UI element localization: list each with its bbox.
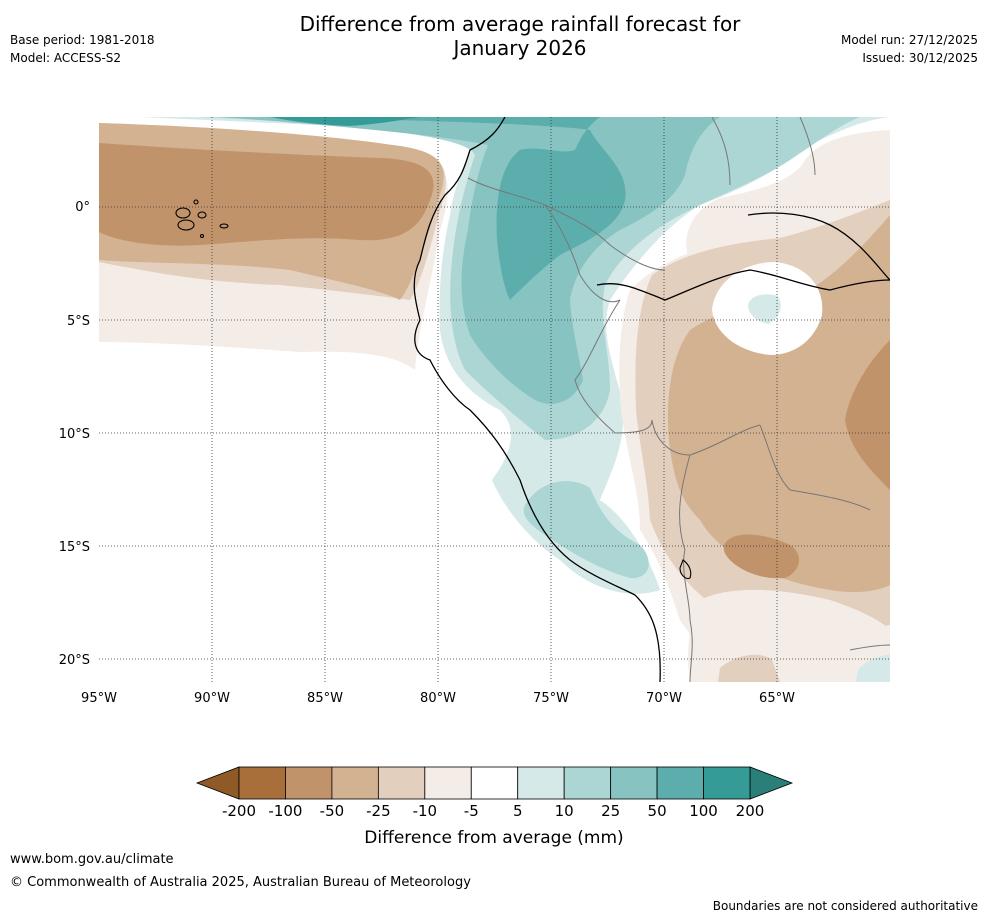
colorbar-cell [656,766,704,800]
border-chile-bolivia [689,619,693,682]
colorbar-tick-label: 10 [555,802,574,820]
wet-southeast-spot [856,655,890,682]
colorbar-tick-label: 100 [689,802,718,820]
lat-label: 20°S [59,653,90,668]
model-name: Model: ACCESS-S2 [10,51,122,65]
island-isabela-south [177,219,195,231]
border-ecuador-peru [544,204,621,303]
colorbar-cells [238,766,751,800]
amazon-main-river [596,269,890,301]
lon-label: 95°W [81,691,117,706]
border-colombia-ecuador-peru [467,177,666,271]
island-santa-cruz [197,211,207,219]
lat-label: 10°S [59,427,90,442]
title-line-1: Difference from average rainfall forecas… [299,12,741,36]
colorbar-cell [285,766,333,800]
galapagos-islands [175,199,229,239]
border-colombia-venezuela [711,117,731,186]
colorbar-cell [238,766,286,800]
colorbar-ticks: -200 -100 -50 -25 -10 -5 5 10 25 50 100 200 [222,802,764,820]
model-run: Model run: 27/12/2025 [840,33,978,47]
colorbar-tick-label: 200 [736,802,765,820]
page-title: Difference from average rainfall forecas… [250,12,790,60]
colorbar-cell [703,766,751,800]
footer-url: www.bom.gov.au/climate [10,852,174,867]
border-paraguay [849,644,890,651]
coastlines [413,117,890,682]
colorbar-tick-label: -200 [222,802,256,820]
legend: -200 -100 -50 -25 -10 -5 5 10 25 50 100 200 Differe… [195,766,794,848]
lon-label: 80°W [420,691,456,706]
wet-band-strong [260,117,626,300]
island-san-cristobal [219,223,229,229]
island-santiago [193,199,199,205]
dry-bolivia-core [723,534,800,579]
lon-label: 65°W [759,691,795,706]
border-bolivia-brazil-east [759,424,871,511]
colorbar-cell [424,766,472,800]
wet-spot [748,294,781,324]
colorbar-arrow-low [195,766,240,800]
colorbar-cell [517,766,565,800]
colorbar-tick-label: -50 [320,802,345,820]
country-borders [467,117,890,682]
header-meta-right: Model run: 27/12/2025 Issued: 30/12/2025 [841,31,978,67]
border-peru-brazil [574,299,653,434]
legend-title: Difference from average (mm) [364,828,623,848]
lon-axis-labels: 95°W 90°W 85°W 80°W 75°W 70°W 65°W [81,691,795,706]
lon-label: 75°W [533,691,569,706]
dry-band-core [99,143,434,246]
colorbar-cell [610,766,658,800]
colorbar-tick-label: 50 [648,802,667,820]
border-bolivia-brazil [651,419,761,456]
issued-date: Issued: 30/12/2025 [862,51,978,65]
colorbar-tick-label: -10 [413,802,438,820]
title-line-2: January 2026 [453,36,587,60]
map-field [99,117,890,682]
border-peru-bolivia [679,454,691,621]
colorbar-tick-label: -5 [464,802,479,820]
wet-south-pocket [523,481,649,579]
gridlines [99,117,890,682]
lon-label: 85°W [307,691,343,706]
lat-axis-labels: 0° 5°S 10°S 15°S 20°S [59,200,90,668]
coastline-pacific [413,117,661,682]
lake-titicaca [679,559,692,579]
header-meta-left: Base period: 1981-2018 Model: ACCESS-S2 [10,31,155,67]
lon-label: 70°W [646,691,682,706]
colorbar-tick-label: 5 [513,802,523,820]
dry-south-mid [718,654,780,682]
lon-label: 90°W [194,691,230,706]
lat-label: 5°S [67,314,90,329]
lat-label: 0° [75,200,90,215]
lat-label: 15°S [59,540,90,555]
island-floreana [199,233,205,239]
colorbar-cell [331,766,379,800]
footer-copyright: © Commonwealth of Australia 2025, Austra… [10,875,471,890]
amazon-upper-river [747,212,890,281]
colorbar-cell [470,766,519,800]
colorbar-cell [377,766,426,800]
dry-east-core [845,340,890,490]
base-period: Base period: 1981-2018 [10,33,155,47]
colorbar-arrow-high [749,766,794,800]
colorbar-tick-label: -100 [268,802,302,820]
island-isabela [175,207,191,219]
colorbar-tick-label: 25 [601,802,620,820]
colorbar-tick-label: -25 [366,802,391,820]
colorbar-cell [563,766,612,800]
footer-note: Boundaries are not considered authoritat… [712,899,978,913]
wet-band-core [270,117,420,126]
border-venezuela-guyana [799,117,816,176]
